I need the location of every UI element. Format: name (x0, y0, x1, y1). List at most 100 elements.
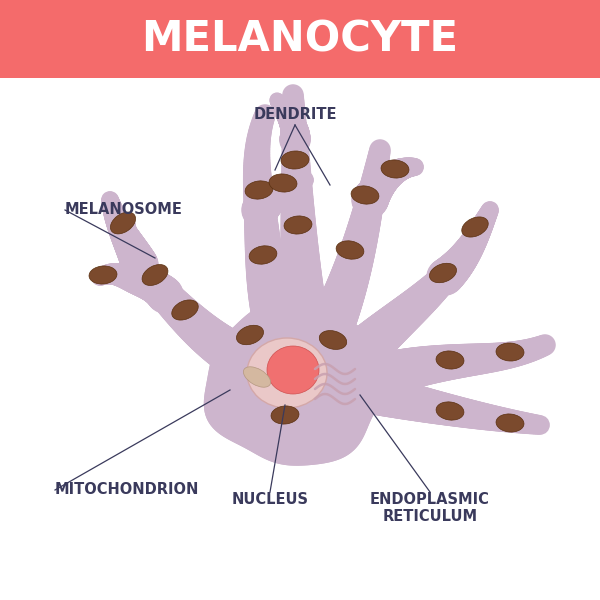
Circle shape (417, 346, 454, 382)
Circle shape (436, 253, 469, 287)
Circle shape (509, 341, 533, 365)
Circle shape (445, 245, 476, 276)
Circle shape (281, 238, 319, 275)
Circle shape (250, 281, 292, 323)
Circle shape (111, 221, 137, 248)
Circle shape (273, 99, 290, 116)
Circle shape (117, 230, 139, 252)
Circle shape (282, 173, 303, 194)
Circle shape (313, 295, 357, 339)
Circle shape (108, 214, 132, 238)
Circle shape (96, 266, 113, 284)
Circle shape (353, 198, 382, 227)
Circle shape (434, 254, 468, 289)
Circle shape (129, 268, 158, 298)
Circle shape (535, 335, 555, 355)
Circle shape (405, 388, 439, 422)
Circle shape (246, 240, 283, 277)
Circle shape (109, 217, 134, 241)
Circle shape (269, 177, 295, 202)
Circle shape (375, 164, 401, 191)
Circle shape (405, 158, 422, 175)
Circle shape (466, 402, 492, 429)
Circle shape (127, 251, 152, 277)
Circle shape (472, 404, 498, 430)
Circle shape (381, 300, 418, 338)
Circle shape (266, 178, 293, 205)
Circle shape (400, 158, 418, 176)
Circle shape (283, 103, 305, 125)
Circle shape (268, 178, 294, 203)
Circle shape (272, 97, 287, 112)
Circle shape (388, 160, 410, 182)
Circle shape (244, 154, 270, 180)
Circle shape (288, 172, 307, 191)
Circle shape (503, 410, 524, 432)
Ellipse shape (319, 331, 347, 349)
Circle shape (450, 241, 479, 270)
Circle shape (443, 344, 476, 377)
Circle shape (463, 226, 488, 250)
Circle shape (103, 199, 122, 217)
Circle shape (353, 181, 388, 217)
Circle shape (358, 182, 384, 208)
Circle shape (491, 408, 515, 431)
Circle shape (121, 243, 155, 277)
Circle shape (500, 410, 523, 432)
Circle shape (104, 264, 124, 284)
Circle shape (142, 272, 172, 302)
Circle shape (119, 237, 143, 261)
Circle shape (281, 120, 309, 148)
Circle shape (397, 385, 432, 421)
Circle shape (277, 175, 300, 197)
Circle shape (448, 344, 480, 377)
Text: MELANOCYTE: MELANOCYTE (142, 18, 458, 60)
Circle shape (361, 170, 386, 194)
Circle shape (259, 182, 288, 211)
Circle shape (281, 206, 315, 240)
Circle shape (352, 181, 388, 217)
Circle shape (279, 109, 301, 131)
Circle shape (384, 160, 407, 184)
Circle shape (244, 173, 272, 202)
Circle shape (325, 271, 365, 310)
Circle shape (470, 403, 496, 429)
Circle shape (279, 110, 302, 133)
Circle shape (406, 347, 444, 385)
Circle shape (433, 345, 467, 379)
Circle shape (283, 283, 325, 325)
Circle shape (460, 230, 485, 256)
Circle shape (94, 267, 112, 284)
Circle shape (245, 203, 277, 235)
Circle shape (390, 294, 425, 329)
Circle shape (425, 392, 456, 424)
Circle shape (472, 344, 501, 373)
Circle shape (454, 238, 481, 265)
Circle shape (427, 268, 455, 295)
Circle shape (277, 105, 297, 125)
Circle shape (448, 242, 478, 272)
Circle shape (283, 285, 326, 328)
Circle shape (342, 230, 376, 263)
Circle shape (476, 209, 495, 227)
Circle shape (321, 280, 362, 322)
Circle shape (365, 158, 388, 181)
Circle shape (245, 208, 278, 241)
Circle shape (116, 233, 147, 263)
Circle shape (145, 275, 180, 310)
Circle shape (345, 221, 377, 254)
Circle shape (119, 266, 145, 292)
Circle shape (380, 162, 405, 186)
Circle shape (373, 165, 400, 192)
Circle shape (279, 109, 302, 131)
Circle shape (130, 268, 159, 298)
Circle shape (280, 112, 305, 137)
Ellipse shape (462, 217, 488, 237)
Circle shape (254, 107, 274, 128)
Circle shape (121, 241, 145, 265)
Circle shape (363, 313, 404, 353)
Circle shape (151, 281, 182, 312)
Circle shape (376, 304, 415, 341)
Circle shape (122, 247, 157, 282)
Circle shape (523, 338, 544, 361)
